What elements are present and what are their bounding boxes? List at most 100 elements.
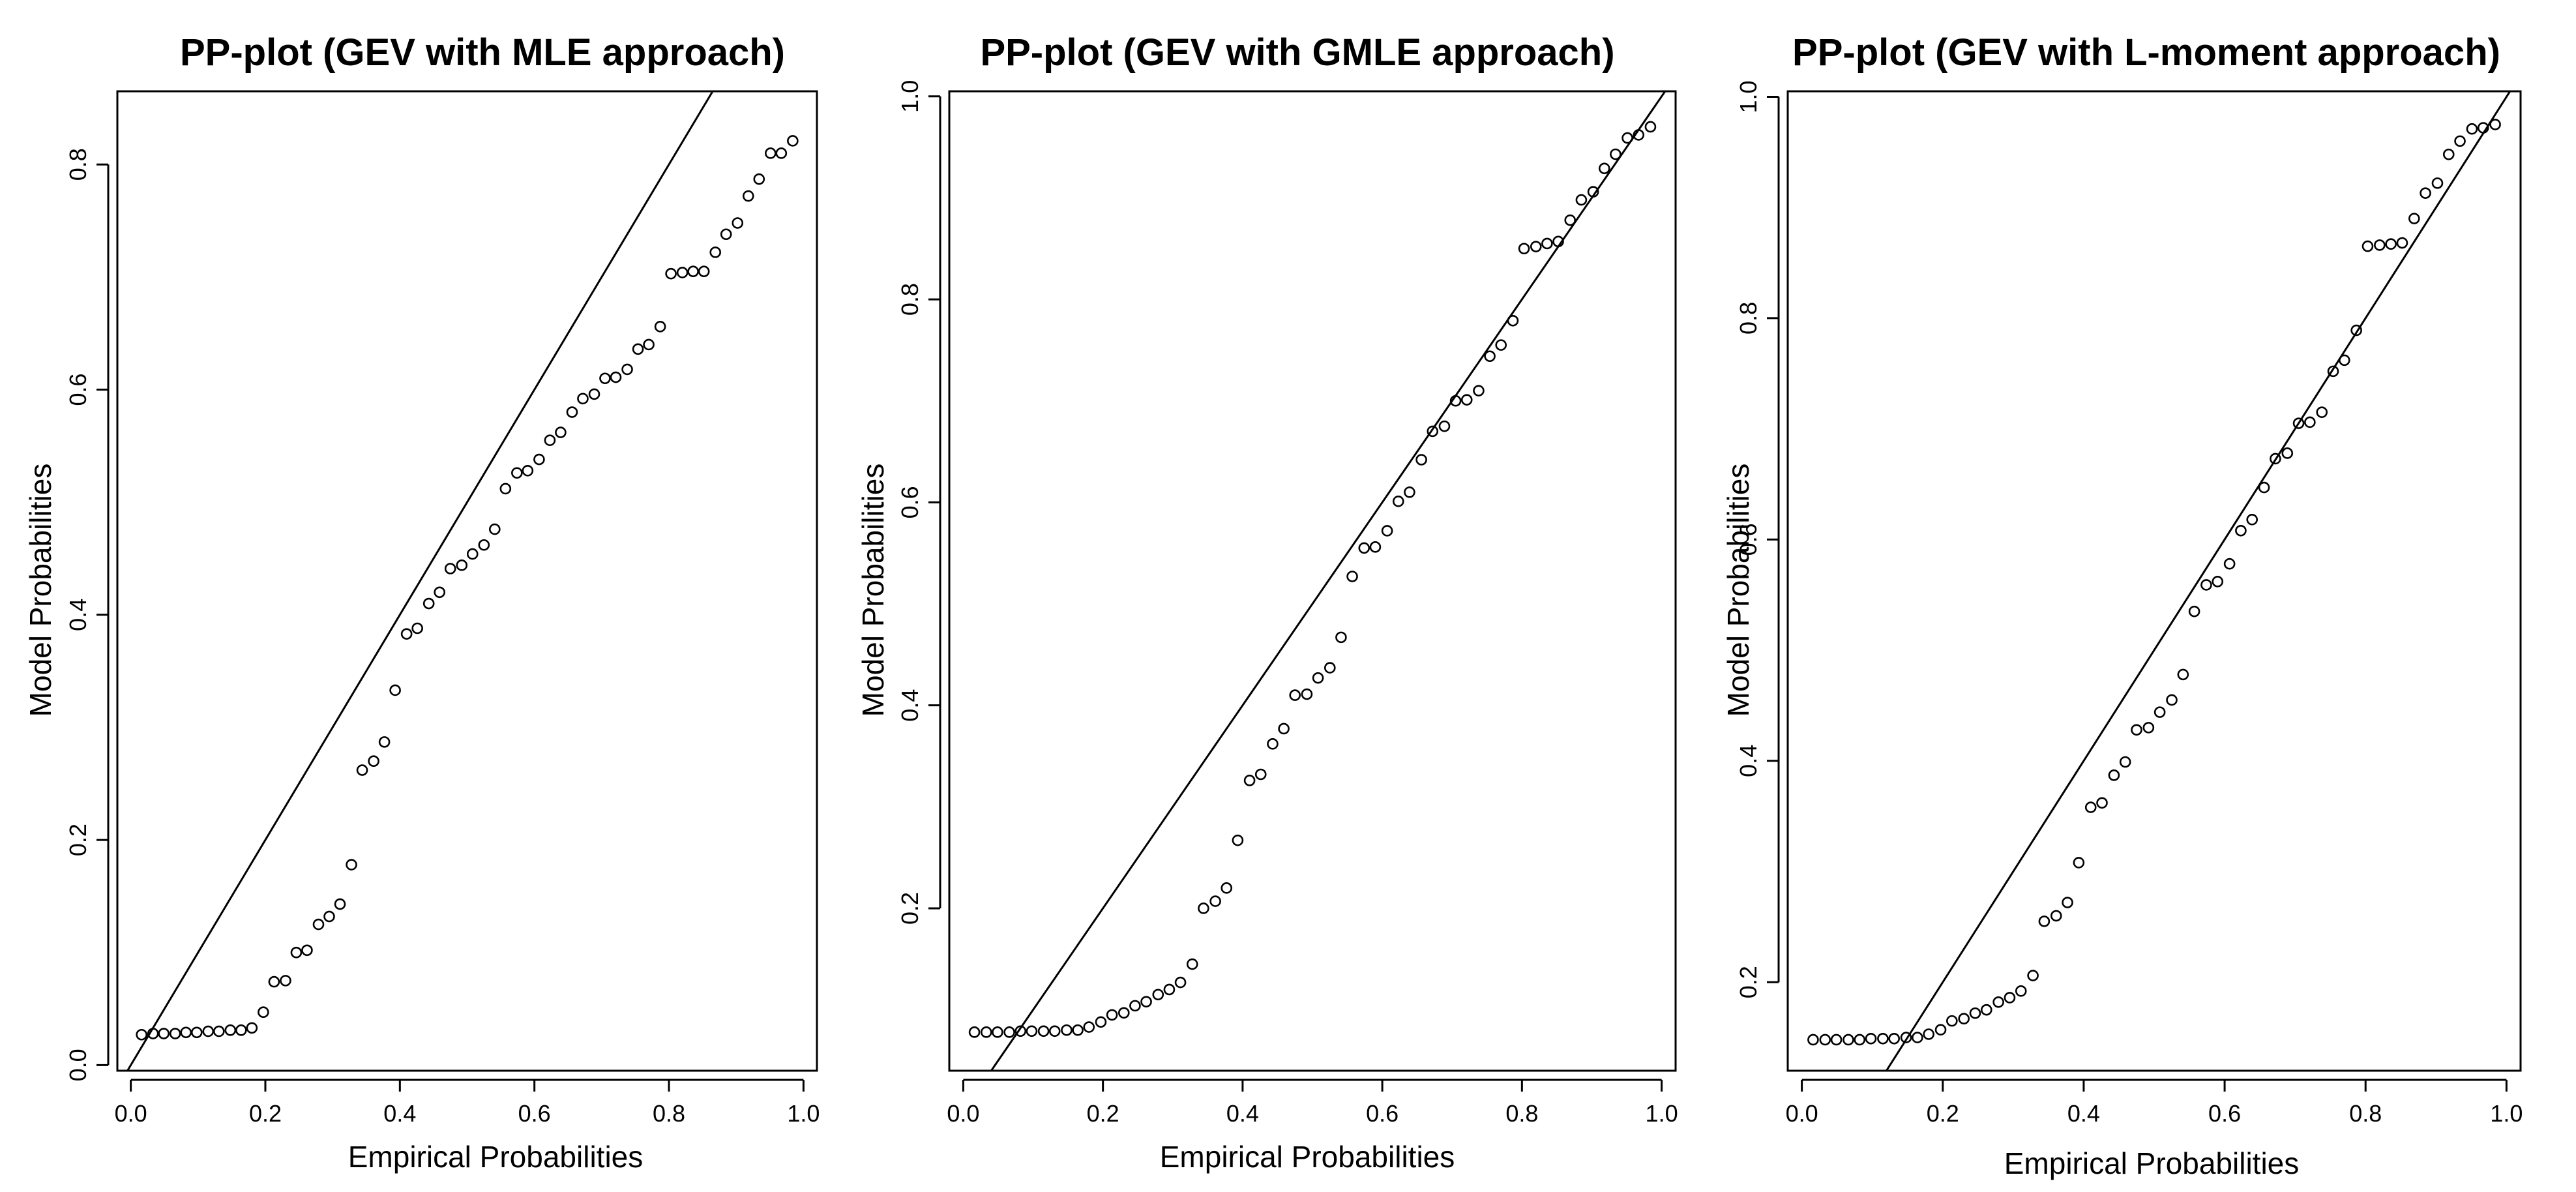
data-point (213, 1025, 225, 1037)
data-point (720, 228, 732, 241)
x-tick-label: 0.4 (383, 1100, 416, 1127)
data-point (2420, 187, 2431, 199)
data-point (1633, 129, 1645, 141)
data-point (2408, 213, 2420, 224)
data-point (1992, 996, 2004, 1008)
y-tick-label: 0.4 (65, 599, 91, 631)
data-point (732, 217, 744, 229)
data-point (1163, 983, 1176, 996)
data-point (422, 597, 435, 610)
data-point (544, 434, 556, 446)
data-point (2442, 148, 2455, 160)
data-point (1843, 1034, 1854, 1046)
data-point (1254, 768, 1267, 781)
data-point (1267, 738, 1279, 750)
data-point (787, 135, 799, 147)
x-tick-label: 0.6 (518, 1100, 551, 1127)
y-tick-label: 0.6 (65, 373, 91, 406)
data-point (1301, 688, 1313, 700)
data-point (290, 946, 303, 959)
data-point (1621, 132, 1633, 144)
data-point (1934, 1024, 1947, 1036)
y-tick-label: 0.6 (1735, 523, 1762, 556)
data-point (456, 559, 468, 571)
data-point (577, 393, 589, 405)
data-point (555, 426, 567, 438)
data-point (1381, 525, 1393, 537)
x-tick-label: 0.2 (249, 1100, 282, 1127)
data-point (356, 764, 368, 776)
data-point (2431, 177, 2444, 189)
data-point (489, 523, 501, 535)
data-point (280, 975, 291, 987)
data-point (1106, 1009, 1118, 1021)
data-point (1449, 395, 1462, 407)
data-point (566, 406, 578, 418)
x-tick-label: 0.0 (947, 1100, 979, 1127)
data-point (1564, 214, 1577, 226)
reference-line (126, 91, 714, 1071)
data-point (2304, 416, 2316, 428)
data-point (1037, 1025, 1050, 1037)
x-tick-label: 0.0 (115, 1100, 147, 1127)
data-point (411, 622, 423, 634)
data-point (2316, 406, 2328, 418)
y-tick-label: 0.2 (896, 892, 923, 925)
data-point (389, 684, 401, 696)
data-point (980, 1026, 992, 1038)
data-point (533, 453, 545, 466)
data-point (1900, 1032, 1912, 1043)
data-point (334, 898, 346, 910)
data-point (522, 465, 534, 477)
data-point (610, 371, 622, 383)
x-tick-label: 0.2 (1087, 1100, 1119, 1127)
data-point (1312, 672, 1324, 684)
y-tick-label: 0.8 (896, 283, 923, 316)
data-point (992, 1026, 1003, 1038)
data-point (2131, 724, 2142, 736)
y-tick-label: 0.4 (896, 689, 923, 722)
data-point (2177, 668, 2189, 681)
y-tick-label: 0.8 (1735, 302, 1762, 335)
x-tick-label: 0.8 (653, 1100, 685, 1127)
data-point (1221, 882, 1233, 894)
x-tick-label: 0.4 (1226, 1100, 1259, 1127)
data-point (1083, 1021, 1095, 1033)
y-tick-label: 0.6 (896, 486, 923, 518)
x-tick-label: 0.2 (1927, 1100, 1959, 1127)
data-point (1438, 420, 1451, 432)
data-point (1129, 1000, 1141, 1012)
data-point (599, 372, 611, 385)
x-tick-label: 0.4 (2067, 1100, 2100, 1127)
data-point (621, 363, 633, 376)
data-point (1095, 1016, 1107, 1028)
y-axis-title: Model Probabilities (23, 464, 57, 717)
pp-plot-mle-panel: PP-plot (GEV with MLE approach) 0.0 0.2 0.4… (23, 31, 820, 1174)
data-point (1865, 1032, 1877, 1045)
data-point (434, 586, 445, 599)
chart-title: PP-plot (GEV with MLE approach) (180, 31, 785, 74)
data-point (1427, 425, 1439, 438)
data-point (2004, 992, 2016, 1004)
y-tick-label: 0.0 (65, 1049, 91, 1081)
data-point (676, 267, 688, 278)
data-point (1243, 775, 1256, 786)
data-point (147, 1028, 159, 1039)
data-point (1014, 1025, 1027, 1037)
y-axis-title: Model Probabilities (856, 464, 890, 717)
data-point (235, 1024, 247, 1036)
data-point (2108, 769, 2120, 781)
data-point (1495, 339, 1507, 351)
data-point (202, 1025, 215, 1037)
data-point (2154, 706, 2166, 718)
data-point (1072, 1024, 1084, 1036)
data-point (765, 147, 777, 159)
data-point (665, 267, 677, 280)
data-point (1541, 237, 1553, 250)
data-point (2374, 239, 2386, 251)
y-tick-label: 0.8 (65, 148, 91, 181)
data-point (1473, 385, 1485, 396)
data-point (1888, 1032, 1900, 1045)
data-point (2038, 916, 2050, 927)
data-point (2200, 579, 2212, 591)
